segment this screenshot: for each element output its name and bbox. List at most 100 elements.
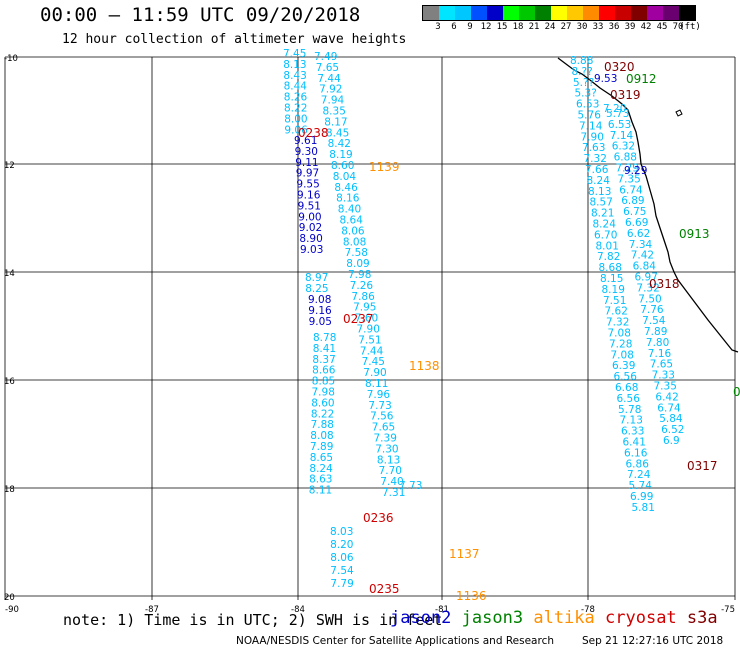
wave-height-value: 6.86: [626, 458, 650, 470]
wave-height-value: 6.56: [614, 371, 638, 383]
wave-height-value: 8.42: [328, 138, 351, 150]
wave-height-value: 8.78: [313, 332, 336, 344]
coastline: [557, 57, 739, 353]
map-title: 00:00 – 11:59 UTC 09/20/2018: [40, 4, 361, 26]
wave-height-value: 6.74: [619, 184, 643, 196]
wave-height-value: 8.19: [329, 149, 352, 161]
pass-time-label: 0236: [363, 511, 394, 525]
wave-height-value: 6.33: [621, 426, 644, 438]
colorbar-label: 45: [656, 22, 668, 32]
wave-height-value: 5.81: [632, 502, 655, 514]
wave-height-value: 7.65: [372, 422, 395, 434]
generation-timestamp: Sep 21 12:27:16 UTC 2018: [582, 635, 724, 647]
wave-height-value: 8.01: [596, 240, 619, 252]
wave-height-value: 8.63: [309, 474, 332, 486]
wave-height-value: 8.35: [323, 106, 346, 118]
longitude-tick-label: -84: [291, 605, 305, 615]
wave-height-value: 6.69: [625, 217, 648, 229]
legend-jason3: jason3: [461, 608, 524, 628]
wave-height-value: 7.62: [605, 306, 628, 318]
wave-height-value: 7.98: [348, 269, 371, 281]
colorbar-swatch: [663, 6, 679, 20]
wave-height-value: 9.51: [298, 200, 321, 212]
wave-height-value: 9.02: [299, 222, 322, 234]
wave-height-value: 7.94: [321, 95, 345, 107]
wave-height-colorbar: [422, 5, 696, 21]
wave-height-value: 9.16: [308, 305, 332, 317]
wave-height-value: 7.32: [606, 317, 629, 329]
wave-height-value: 5.74: [629, 480, 653, 492]
wave-height-value: 8.13: [588, 186, 611, 198]
pass-time-label: 0: [733, 385, 740, 399]
wave-height-value: 7.42: [631, 250, 654, 262]
wave-height-value: 5.??: [573, 77, 594, 89]
wave-height-value: 9.00: [298, 211, 321, 223]
wave-height-value: 8.24: [593, 219, 617, 231]
wave-height-value: 8.43: [283, 70, 306, 82]
wave-height-value: 8.17: [324, 116, 347, 128]
pass-time-label: 0913: [679, 227, 710, 241]
colorbar-label: 27: [560, 22, 572, 32]
colorbar-swatch: [679, 6, 695, 20]
colorbar-swatch: [439, 6, 455, 20]
wave-height-value: 5.84: [659, 413, 683, 425]
wave-height-value: 8.26: [284, 92, 308, 104]
track-value-light-b: 7.73: [399, 480, 422, 492]
wave-height-value: 8.37: [312, 354, 335, 366]
wave-height-value: 7.80: [646, 337, 669, 349]
pass-time-label: 0238: [298, 126, 329, 140]
wave-height-value: 8.06: [341, 225, 365, 237]
wave-height-value: 6.75: [623, 206, 646, 218]
wave-height-value: 6.68: [615, 382, 638, 394]
wave-height-value: 7.86: [351, 291, 375, 303]
wave-height-value: 7.89: [310, 441, 333, 453]
wave-height-value: 7.44: [317, 73, 341, 85]
pass-time-label: 0317: [687, 459, 718, 473]
colorbar-swatch: [631, 6, 647, 20]
legend-cryosat: cryosat: [605, 608, 677, 628]
wave-height-tracks: 7.458.138.438.448.268.228.009.069.619.30…: [283, 48, 684, 590]
wave-height-value: 7.34: [629, 239, 653, 251]
wave-height-value: 9.30: [295, 146, 318, 158]
wave-height-value: 9.08: [308, 294, 331, 306]
longitude-tick-label: -81: [435, 605, 449, 615]
wave-height-value: 8.90: [299, 233, 322, 245]
wave-height-value: 8.13: [377, 454, 400, 466]
wave-height-value: 8.24: [309, 463, 333, 475]
colorbar-swatch: [519, 6, 535, 20]
wave-height-value: 6.89: [621, 195, 644, 207]
wave-height-value: 7.96: [367, 389, 391, 401]
colorbar-label: 9: [467, 22, 473, 32]
colorbar-label: 42: [640, 22, 652, 32]
wave-height-value: 7.98: [312, 387, 335, 399]
wave-height-value: 7.73: [368, 400, 391, 412]
wave-height-value: 5.3?: [575, 88, 597, 100]
wave-height-value: 8.13: [283, 59, 306, 71]
colorbar-swatch: [599, 6, 615, 20]
wave-height-value: 7.51: [358, 334, 381, 346]
wave-height-value: 8.22: [311, 408, 334, 420]
wave-height-value: 8.15: [600, 273, 623, 285]
colorbar-swatch: [423, 6, 439, 20]
wave-height-value: 8.41: [313, 343, 336, 355]
wave-height-value: 7.65: [316, 62, 339, 74]
wave-height-value: 7.90: [357, 324, 380, 336]
wave-height-value: 7.54: [642, 315, 666, 327]
wave-height-value: 6.97: [635, 272, 658, 284]
wave-height-value: 7.76: [640, 304, 664, 316]
wave-height-value: 9.06: [284, 124, 308, 136]
wave-height-value: 8.65: [310, 452, 333, 464]
wave-height-value: 7.90: [363, 367, 386, 379]
wave-height-value: 7.13: [620, 415, 643, 427]
wave-height-value: 7.65: [650, 359, 673, 371]
wave-height-value: 8.20: [330, 539, 353, 551]
latitude-tick-label: 20: [4, 593, 15, 603]
wave-height-value: 9.03: [300, 244, 323, 256]
wave-height-value: 6.53: [576, 99, 599, 111]
wave-height-value: 8.66: [312, 365, 336, 377]
legend-jason2: jason2: [390, 608, 452, 628]
wave-height-value: 5.76: [578, 110, 602, 122]
wave-height-value: 7.39: [374, 433, 397, 445]
wave-height-value: 7.26: [350, 280, 374, 292]
wave-height-value: 7.29: [616, 163, 639, 175]
